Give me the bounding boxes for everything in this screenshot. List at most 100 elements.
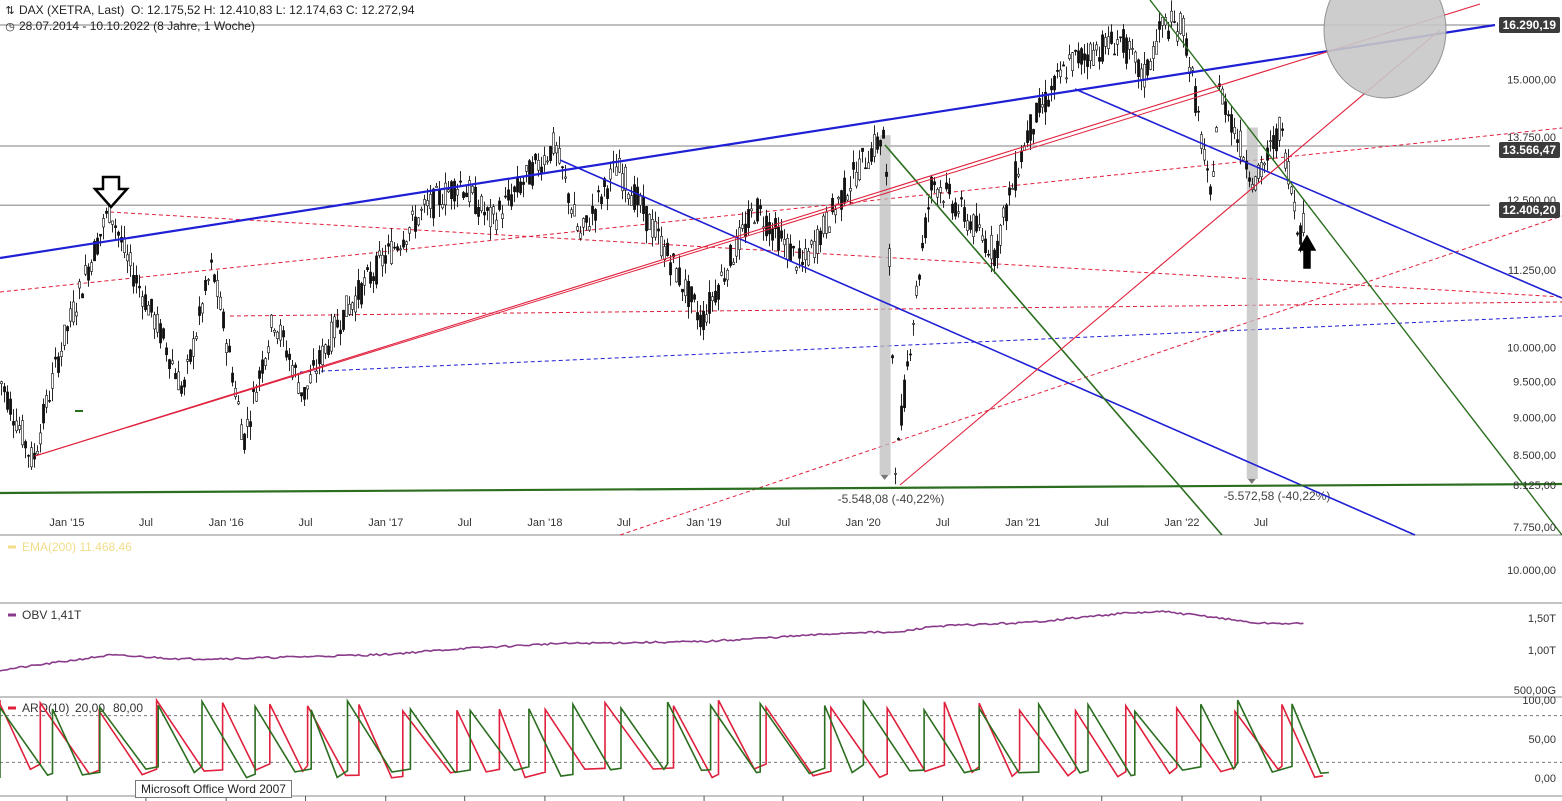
price-bar-body (366, 267, 369, 271)
y-tick-label: 8.125,00 (1513, 480, 1556, 492)
price-bar-body (93, 241, 96, 262)
price-bar-body (1080, 48, 1083, 65)
drawdown-band (1246, 127, 1258, 479)
price-bar-body (873, 134, 876, 157)
price-bar-body (726, 269, 729, 281)
price-bar-body (1086, 54, 1089, 67)
aroon-line (0, 698, 1329, 779)
price-bar-body (249, 421, 252, 427)
price-bar-body (675, 268, 678, 283)
price-bar-body (162, 328, 165, 339)
price-bar-body (1098, 57, 1101, 62)
price-bar-body (1299, 225, 1302, 245)
price-bar-body (264, 358, 267, 366)
price-bar-body (906, 361, 909, 367)
price-bar-body (999, 225, 1002, 246)
price-bar-body (627, 193, 630, 200)
price-bar-body (315, 370, 318, 374)
aroon-y-tick: 0,00 (1535, 773, 1556, 785)
y-tick-label: 11.250,00 (1508, 265, 1556, 277)
price-bar-body (36, 451, 39, 455)
price-bar-body (12, 421, 15, 426)
price-bar-body (498, 200, 501, 210)
price-bar-body (1224, 101, 1227, 115)
price-bar-body (816, 229, 819, 254)
price-bar-body (1074, 49, 1077, 52)
trend-lines (0, 0, 1562, 536)
price-bar-body (75, 311, 78, 317)
price-bar-body (708, 292, 711, 314)
x-tick-label: Jul (1254, 517, 1268, 529)
price-bar-body (1197, 110, 1200, 113)
price-bar-body (1254, 176, 1257, 191)
x-tick-label: Jan '22 (1164, 517, 1199, 529)
price-bar-body (780, 230, 783, 239)
price-bar-body (579, 232, 582, 239)
price-bar-body (246, 419, 249, 427)
price-bar-body (165, 347, 168, 356)
price-bar-body (1131, 48, 1134, 50)
price-bar-body (597, 190, 600, 193)
price-bar-body (1002, 207, 1005, 218)
price-bar-body (786, 238, 789, 261)
price-bar-body (261, 359, 264, 374)
price-bar-body (381, 254, 384, 267)
price-bar-body (297, 382, 300, 394)
price-bar-body (1089, 43, 1092, 61)
price-bar-body (1134, 51, 1137, 63)
price-bar-body (951, 203, 954, 214)
trend-line (1149, 0, 1562, 536)
price-bar-body (591, 206, 594, 214)
obv-y-tick: 1,50T (1528, 613, 1556, 625)
price-bar-body (21, 420, 24, 446)
price-bar-body (987, 253, 990, 256)
price-bar-body (957, 211, 960, 214)
price-bar-body (663, 246, 666, 260)
trend-line (899, 29, 1441, 486)
price-bar-body (615, 166, 618, 176)
ema-y-tick: 10.000,00 (1507, 565, 1556, 577)
price-bar-body (483, 211, 486, 216)
price-bar-body (270, 314, 273, 328)
price-bar-body (519, 181, 522, 194)
price-bar-body (795, 266, 798, 271)
price-bar-body (309, 374, 312, 384)
price-bar-body (678, 267, 681, 286)
price-bar-body (1191, 67, 1194, 71)
price-bar-body (888, 248, 891, 267)
price-bar-body (810, 240, 813, 245)
price-bar-body (423, 199, 426, 205)
price-bar-body (204, 279, 207, 291)
price-bar-body (435, 186, 438, 188)
highlight-ellipse (1323, 0, 1447, 99)
price-bar-body (801, 261, 804, 265)
price-bar-body (192, 338, 195, 357)
price-bar-body (1203, 149, 1206, 161)
price-bar-body (546, 160, 549, 163)
indicator-panes: EMA(200) 11.468,46 10.000,00 OBV 1,41T 1,50… (0, 540, 1562, 785)
x-tick-label: Jul (936, 517, 950, 529)
clock-icon[interactable]: ◷ (5, 21, 15, 33)
price-bar-body (624, 166, 627, 191)
price-bar-body (258, 370, 261, 379)
price-bar-body (18, 425, 21, 430)
price-bar-body (849, 188, 852, 192)
trend-line (34, 3, 1481, 457)
price-bar-body (543, 155, 546, 165)
price-bar-body (486, 207, 489, 211)
price-bar-body (222, 311, 225, 329)
price-bar-body (1296, 232, 1299, 235)
price-bar-body (1050, 85, 1053, 91)
price-bar-body (720, 271, 723, 276)
price-bar-body (1173, 21, 1176, 23)
price-bar-body (576, 226, 579, 231)
price-bar-body (1101, 34, 1104, 62)
price-bar-body (867, 162, 870, 169)
price-bar-body (930, 176, 933, 191)
price-bar-body (1263, 162, 1266, 166)
price-bar-body (1071, 52, 1074, 71)
price-bar-body (855, 172, 858, 187)
price-bar-body (561, 166, 564, 169)
price-bar-body (1287, 161, 1290, 185)
aroon-legend-low: 20,00 (75, 701, 105, 715)
